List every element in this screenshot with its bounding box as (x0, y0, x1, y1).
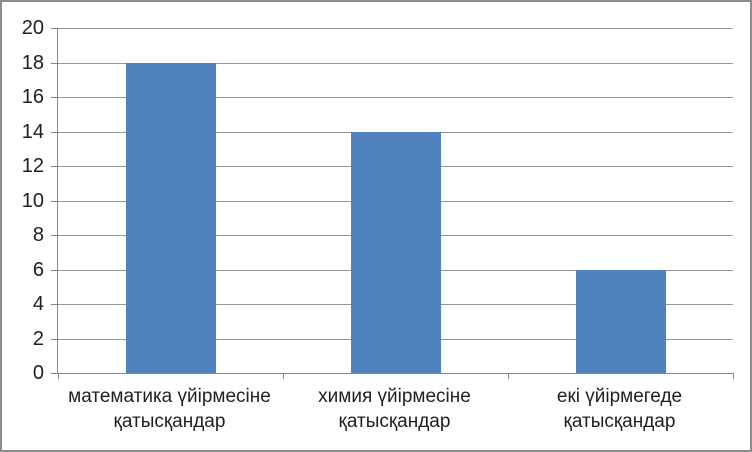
x-axis-tick (283, 373, 284, 379)
x-axis-tick (508, 373, 509, 379)
y-tick-label: 12 (21, 155, 44, 177)
y-tick-label: 20 (21, 17, 44, 39)
gridline (58, 28, 733, 29)
y-tick-label: 8 (32, 224, 44, 246)
y-axis-tick (51, 131, 58, 133)
y-axis-tick (51, 62, 58, 64)
y-axis-tick (51, 373, 58, 374)
y-axis-tick (51, 338, 58, 340)
y-axis-tick (51, 166, 58, 167)
x-category: екі үйірмегеде қатысқандар (507, 384, 732, 434)
x-category: химия үйірмесіне қатысқандар (282, 384, 507, 434)
bar (575, 269, 666, 373)
bar (125, 62, 216, 373)
y-axis-tick (51, 200, 58, 202)
y-tick-label: 6 (32, 258, 44, 281)
y-tick-label: 2 (32, 327, 44, 350)
x-category-label: химия үйірмесіне қатысқандар (318, 386, 471, 432)
x-category: математика үйірмесіне қатысқандар (57, 384, 282, 434)
x-axis: математика үйірмесіне қатысқандар химия ү… (57, 384, 732, 434)
y-axis-tick (51, 304, 58, 305)
y-axis-tick (51, 235, 58, 236)
y-tick-label: 10 (21, 189, 44, 212)
x-category-label: математика үйірмесіне қатысқандар (68, 386, 271, 432)
plot-area (51, 28, 734, 379)
bar (350, 131, 441, 373)
y-axis-tick (51, 28, 58, 29)
gridline (58, 97, 733, 98)
y-axis-tick (51, 97, 58, 98)
y-tick-label: 4 (32, 293, 44, 315)
x-axis-tick (58, 373, 59, 379)
y-tick-label: 0 (32, 362, 44, 384)
y-axis-tick (51, 269, 58, 271)
y-tick-label: 14 (21, 120, 44, 143)
y-tick-label: 16 (21, 86, 44, 108)
y-tick-label: 18 (21, 51, 44, 74)
x-category-label: екі үйірмегеде қатысқандар (556, 386, 683, 432)
x-axis-tick (733, 373, 734, 379)
gridline (58, 62, 733, 64)
